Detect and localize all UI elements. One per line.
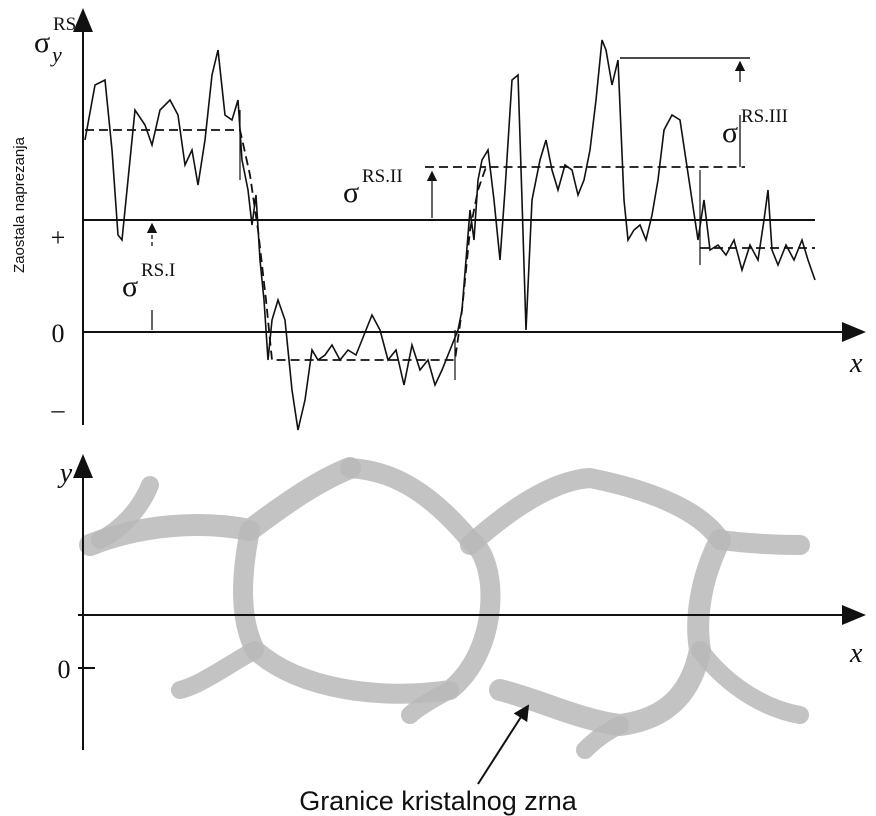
annotation-symbol: σ [722,116,738,149]
annotation-sup: RS.II [362,166,403,187]
annotation-symbol: σ [122,270,138,303]
grain-mean [85,129,745,361]
stress-curve [84,39,816,431]
tick-minus: – [51,395,66,424]
x-axis-label: x [849,638,863,669]
y-axis-symbol: σ [34,26,50,59]
pointer-arrow [477,704,530,785]
y-axis-label: y [57,458,73,489]
annotation-symbol: σ [343,176,359,209]
tick-plus: + [51,223,66,252]
x-axis-label: x [849,348,863,379]
grain-boundaries [79,457,810,759]
annotation-sup: RS.III [741,106,788,127]
caption: Granice kristalnog zrna [299,786,578,816]
tick-zero: 0 [52,319,65,348]
side-label: Zaostala naprezanja [11,136,28,273]
tick-zero: 0 [58,655,71,684]
annotation-sup: RS.I [141,260,175,281]
y-axis-sup: RS [53,14,76,35]
y-axis-sub: y [50,42,62,67]
